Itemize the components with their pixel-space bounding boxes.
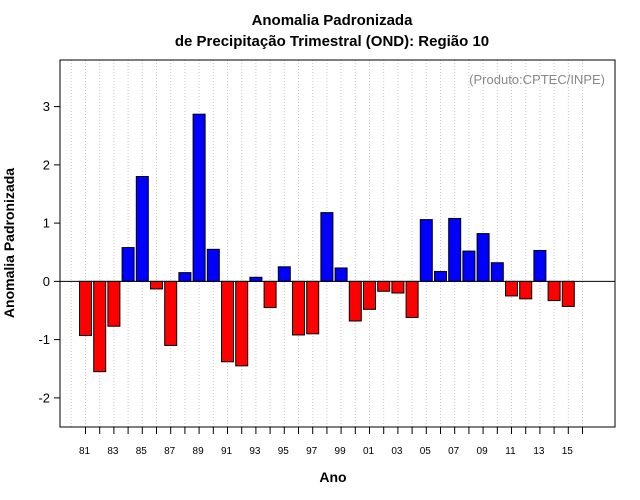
bar-2005 xyxy=(419,219,433,282)
y-tick-label: -2 xyxy=(38,390,50,405)
bar-2007 xyxy=(448,217,462,282)
bar-1982 xyxy=(93,280,107,373)
y-tick-label: 2 xyxy=(43,157,50,172)
bar-2013 xyxy=(533,249,547,282)
bar-2015 xyxy=(561,280,575,307)
bar-2002 xyxy=(377,280,391,292)
bar-2010 xyxy=(490,262,504,282)
x-tick-label: 99 xyxy=(335,446,347,457)
bar-1999 xyxy=(334,267,348,282)
y-axis-title: Anomalia Padronizada xyxy=(1,168,17,318)
bar-2000 xyxy=(348,280,362,322)
y-tick-label: -1 xyxy=(38,332,50,347)
bar-2009 xyxy=(476,233,490,282)
bar-2014 xyxy=(547,280,561,302)
x-tick-label: 09 xyxy=(477,446,489,457)
x-tick-label: 13 xyxy=(533,446,545,457)
x-tick-label: 91 xyxy=(221,446,233,457)
bar-2004 xyxy=(405,280,419,318)
x-axis-title: Ano xyxy=(319,469,346,485)
bar-1997 xyxy=(306,280,320,335)
bars xyxy=(79,113,575,373)
bar-2008 xyxy=(462,250,476,282)
bar-1996 xyxy=(292,280,305,336)
y-tick-label: 1 xyxy=(43,216,50,231)
plot-frame xyxy=(59,59,616,428)
x-tick-label: 81 xyxy=(79,446,91,457)
bar-1995 xyxy=(277,266,291,282)
bar-1991 xyxy=(221,280,234,363)
x-tick-label: 95 xyxy=(278,446,290,457)
bar-1988 xyxy=(178,272,192,282)
bar-2003 xyxy=(391,280,405,294)
x-tick-label: 85 xyxy=(136,446,148,457)
x-tick-label: 83 xyxy=(107,446,119,457)
x-tick-label: 03 xyxy=(391,446,403,457)
bar-1983 xyxy=(107,280,121,327)
bar-2012 xyxy=(519,280,533,300)
bar-2011 xyxy=(505,280,518,297)
x-tick-label: 11 xyxy=(505,446,516,457)
credit-label: (Produto:CPTEC/INPE) xyxy=(469,72,605,87)
bar-1987 xyxy=(164,280,178,346)
bar-1993 xyxy=(249,276,263,282)
bar-1994 xyxy=(263,280,277,309)
bar-1989 xyxy=(192,113,206,282)
bar-2001 xyxy=(363,280,376,310)
x-tick-label: 93 xyxy=(249,446,261,457)
bar-1986 xyxy=(150,280,163,290)
y-tick-label: 3 xyxy=(43,99,50,114)
bar-1985 xyxy=(135,176,149,282)
x-tick-label: 07 xyxy=(448,446,460,457)
x-axis: 81 83 85 87 89 91 93 95 97 99 01 03 05 07 09 11 13 15 xyxy=(79,427,583,457)
bar-1992 xyxy=(235,280,249,367)
bar-1984 xyxy=(121,247,135,282)
x-tick-label: 05 xyxy=(420,446,432,457)
chart-subtitle: de Precipitação Trimestral (OND): Região… xyxy=(175,33,489,50)
y-tick-label: 0 xyxy=(43,274,50,289)
bar-2006 xyxy=(434,270,447,282)
y-axis: -2 -1 0 1 2 3 xyxy=(38,99,60,405)
x-tick-label: 97 xyxy=(306,446,318,457)
bar-1998 xyxy=(320,212,334,282)
chart-title: Anomalia Padronizada xyxy=(252,12,414,29)
x-tick-label: 87 xyxy=(164,446,176,457)
x-tick-label: 89 xyxy=(193,446,205,457)
bar-1981 xyxy=(79,280,92,337)
bar-1990 xyxy=(206,248,220,282)
x-tick-label: 01 xyxy=(363,446,375,457)
x-tick-label: 15 xyxy=(562,446,574,457)
